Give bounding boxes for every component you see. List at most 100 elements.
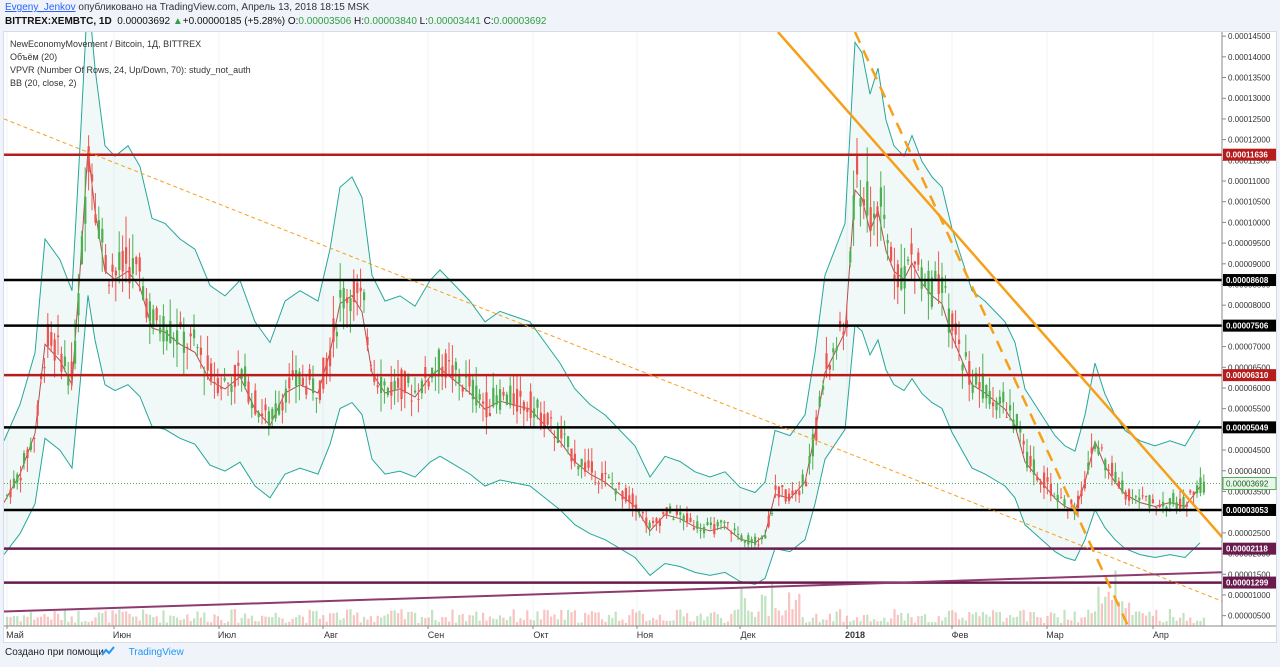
y-tick-label: 0.00010500 — [1228, 198, 1271, 207]
volume-bar — [220, 619, 223, 626]
candle-body — [1036, 476, 1039, 481]
candle-body — [893, 274, 896, 280]
volume-bar — [329, 613, 332, 626]
author-link[interactable]: Evgeny_Jenkov — [5, 2, 76, 13]
candle-body — [709, 522, 712, 526]
level-price-label: 0.00006310 — [1226, 371, 1269, 380]
chart-frame[interactable] — [3, 31, 1277, 643]
candle-body — [281, 402, 284, 411]
candle-body — [930, 277, 933, 307]
volume-bar — [818, 622, 821, 626]
candle-body — [244, 366, 247, 387]
candle-body — [754, 536, 757, 545]
volume-bar — [533, 620, 536, 626]
volume-bar — [1036, 616, 1039, 626]
candle-body — [407, 375, 410, 383]
volume-bar — [444, 617, 447, 626]
candle-body — [97, 220, 100, 239]
volume-bar — [689, 621, 692, 626]
volume-bar — [553, 614, 556, 626]
volume-bar — [720, 618, 723, 626]
volume-bar — [573, 610, 576, 626]
support-trendline — [4, 571, 1222, 613]
volume-bar — [645, 621, 648, 626]
y-tick-label: 0.00013000 — [1228, 94, 1271, 103]
candle-body — [900, 267, 903, 290]
volume-bar — [237, 622, 240, 626]
volume-bar — [1046, 615, 1049, 626]
bb-lower-line — [4, 295, 1201, 585]
candle-body — [159, 327, 162, 334]
candle-body — [890, 246, 893, 261]
candle-body — [961, 364, 964, 371]
volume-bar — [131, 616, 134, 626]
volume-bar — [199, 617, 202, 626]
volume-bar — [662, 620, 665, 626]
candle-body — [1162, 501, 1165, 507]
volume-bar — [560, 609, 563, 626]
candle-body — [526, 407, 529, 412]
level-price-box — [1223, 421, 1276, 434]
volume-bar — [53, 610, 56, 626]
volume-bar — [577, 622, 580, 626]
volume-bar — [934, 622, 937, 626]
tradingview-logo-icon — [101, 646, 115, 656]
candle-body — [852, 195, 855, 220]
candle-body — [539, 412, 542, 428]
close-value: 0.00003692 — [493, 16, 547, 27]
volume-bar — [726, 621, 729, 626]
volume-bar — [352, 615, 355, 626]
y-tick-label: 0.00001000 — [1228, 591, 1271, 600]
volume-bar — [403, 619, 406, 626]
level-price-label: 0.00001299 — [1226, 579, 1269, 588]
candle-body — [288, 377, 291, 389]
candle-body — [587, 460, 590, 468]
volume-bar — [672, 620, 675, 626]
volume-bar — [196, 611, 199, 626]
volume-bar — [383, 615, 386, 626]
candle-body — [842, 331, 845, 336]
volume-bar — [703, 620, 706, 626]
volume-bar — [1179, 617, 1182, 626]
volume-bar — [669, 620, 672, 626]
candle-body — [641, 512, 644, 514]
candle-body — [318, 380, 321, 401]
candle-body — [716, 521, 719, 527]
candle-body — [60, 353, 63, 372]
candle-body — [723, 521, 726, 524]
tradingview-brand[interactable]: TradingView — [128, 647, 184, 658]
volume-bar — [46, 616, 49, 626]
volume-bar — [798, 593, 801, 626]
volume-bar — [975, 612, 978, 626]
x-tick-label: Ноя — [637, 630, 654, 640]
volume-bar — [512, 609, 515, 626]
candle-body — [29, 442, 32, 450]
volume-bar — [1097, 586, 1100, 626]
volume-bar — [536, 611, 539, 626]
volume-bar — [6, 616, 9, 626]
candle-body — [356, 282, 359, 294]
candle-body — [131, 258, 134, 274]
volume-bar — [390, 610, 393, 626]
low-value: 0.00003441 — [428, 16, 481, 27]
candle-body — [988, 391, 991, 405]
y-tick-label: 0.00011000 — [1228, 177, 1270, 186]
volume-bar — [985, 614, 988, 626]
volume-bar — [376, 615, 379, 626]
volume-bar — [373, 622, 376, 626]
candle-body — [771, 512, 774, 514]
candle-body — [777, 486, 780, 498]
volume-bar — [271, 617, 274, 626]
volume-bar — [1199, 620, 1202, 626]
volume-bar — [648, 620, 651, 626]
candle-body — [553, 437, 556, 439]
volume-bar — [1165, 621, 1168, 626]
y-tick-label: 0.00000500 — [1228, 612, 1271, 621]
volume-bar — [1131, 615, 1134, 626]
y-tick-label: 0.00012000 — [1228, 136, 1271, 145]
volume-bar — [910, 617, 913, 626]
candle-body — [373, 374, 376, 382]
volume-bar — [386, 614, 389, 626]
candle-body — [1053, 496, 1056, 498]
